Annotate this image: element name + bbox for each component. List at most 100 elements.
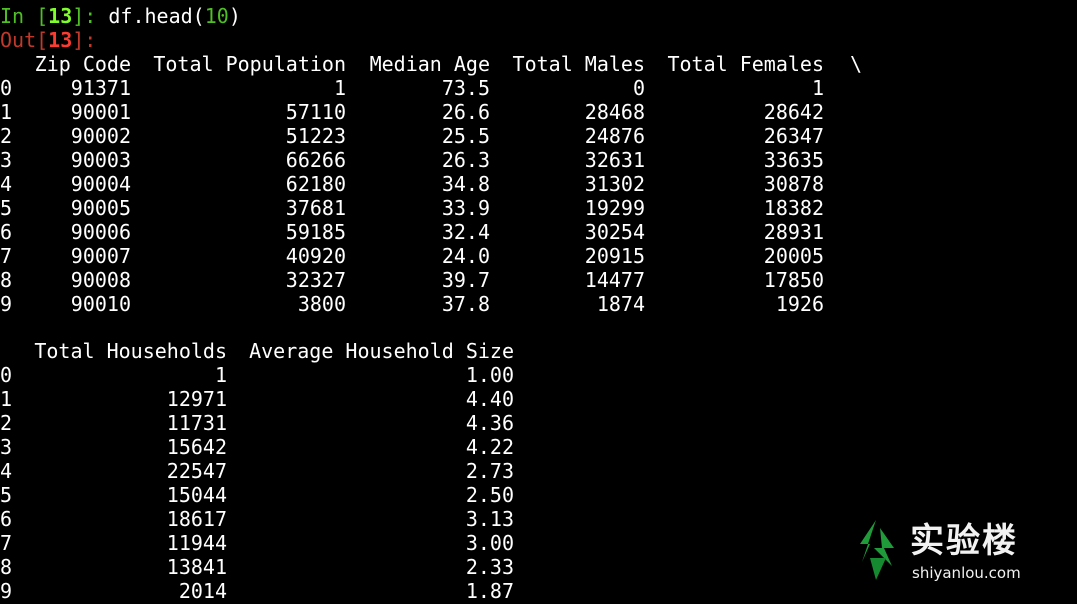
table-cell: 12971 <box>166 387 227 411</box>
table-cell: 57110 <box>285 100 346 124</box>
table-cell: 59185 <box>285 220 346 244</box>
code-arg: 10 <box>204 4 229 28</box>
table-cell: 1926 <box>775 292 824 316</box>
table-cell: 51223 <box>285 124 346 148</box>
row-index: 2 <box>0 411 13 435</box>
table-cell: 31302 <box>584 172 645 196</box>
table-row: 2 11731 4.36 <box>0 411 1077 435</box>
table-row: 9 2014 1.87 <box>0 579 1077 603</box>
table-cell: 66266 <box>285 148 346 172</box>
out-suffix: ]: <box>72 28 97 52</box>
table-cell: 4.36 <box>465 411 514 435</box>
table-row: 7 90007 40920 24.0 20915 20005 <box>0 244 1077 268</box>
table-row: 9 90010 3800 37.8 1874 1926 <box>0 292 1077 316</box>
table-row: 3 90003 66266 26.3 32631 33635 <box>0 148 1077 172</box>
table-row: 1 90001 57110 26.6 28468 28642 <box>0 100 1077 124</box>
table-cell: 15044 <box>166 483 227 507</box>
column-header: Total Population <box>153 52 346 76</box>
leaf-logo-icon <box>860 520 894 580</box>
table-row: 2 90002 51223 25.5 24876 26347 <box>0 124 1077 148</box>
row-index: 7 <box>0 531 13 555</box>
row-index: 0 <box>0 363 13 387</box>
table-row: 5 15044 2.50 <box>0 483 1077 507</box>
table-cell: 32.4 <box>441 220 490 244</box>
table-cell: 39.7 <box>441 268 490 292</box>
table-cell: 24876 <box>584 124 645 148</box>
table-cell: 26.3 <box>441 148 490 172</box>
table-row: 4 90004 62180 34.8 31302 30878 <box>0 172 1077 196</box>
table-cell: 30878 <box>763 172 824 196</box>
table-row: 7 11944 3.00 <box>0 531 1077 555</box>
table-cell: 2.73 <box>465 459 514 483</box>
table-cell: 3800 <box>297 292 346 316</box>
table-cell: 32327 <box>285 268 346 292</box>
table-cell: 26347 <box>763 124 824 148</box>
row-index: 5 <box>0 196 13 220</box>
table-cell: 1 <box>214 363 227 387</box>
table-cell: 90002 <box>70 124 131 148</box>
column-header: Total Females <box>667 52 824 76</box>
table-cell: 1.00 <box>465 363 514 387</box>
table-cell: 28931 <box>763 220 824 244</box>
in-suffix: ]: <box>72 4 109 28</box>
table-cell: 90010 <box>70 292 131 316</box>
table-cell: 37681 <box>285 196 346 220</box>
table-cell: 1 <box>811 76 824 100</box>
table-row: 8 90008 32327 39.7 14477 17850 <box>0 268 1077 292</box>
watermark-brand: 实验楼 <box>910 521 1018 561</box>
table-cell: 1.87 <box>465 579 514 603</box>
row-index: 4 <box>0 459 13 483</box>
column-header: Average Household Size <box>249 339 514 363</box>
table-row: 0 1 1.00 <box>0 363 1077 387</box>
row-index: 5 <box>0 483 13 507</box>
row-index: 3 <box>0 435 13 459</box>
table-cell: 25.5 <box>441 124 490 148</box>
row-index: 9 <box>0 579 13 603</box>
table-cell: 4.22 <box>465 435 514 459</box>
table-cell: 90008 <box>70 268 131 292</box>
table-row: 4 22547 2.73 <box>0 459 1077 483</box>
table-cell: 20915 <box>584 244 645 268</box>
table-cell: 0 <box>632 76 645 100</box>
column-header: Total Households <box>34 339 227 363</box>
table-cell: 33.9 <box>441 196 490 220</box>
row-index: 6 <box>0 220 13 244</box>
table-cell: 62180 <box>285 172 346 196</box>
watermark-domain: shiyanlou.com <box>912 564 1021 582</box>
table-cell: 11944 <box>166 531 227 555</box>
table-header-row: Total Households Average Household Size <box>0 339 1077 363</box>
table-row: 6 18617 3.13 <box>0 507 1077 531</box>
table-cell: 40920 <box>285 244 346 268</box>
table-row: 8 13841 2.33 <box>0 555 1077 579</box>
table-header-row: Zip Code Total Population Median Age Total … <box>0 52 1077 76</box>
row-index: 3 <box>0 148 13 172</box>
table-cell: 1874 <box>596 292 645 316</box>
table-cell: 37.8 <box>441 292 490 316</box>
code-suffix: ) <box>228 4 241 28</box>
row-index: 1 <box>0 100 13 124</box>
table-cell: 73.5 <box>441 76 490 100</box>
in-number: 13 <box>48 4 73 28</box>
table-cell: 20005 <box>763 244 824 268</box>
table-cell: 3.13 <box>465 507 514 531</box>
output-prompt-line: Out[13]: <box>0 28 96 52</box>
column-header: Total Males <box>512 52 645 76</box>
table-cell: 22547 <box>166 459 227 483</box>
out-label: Out[ <box>0 28 49 52</box>
column-header: Median Age <box>369 52 490 76</box>
in-label: In [ <box>0 4 49 28</box>
row-index: 7 <box>0 244 13 268</box>
code-prefix: df.head( <box>108 4 205 28</box>
table-cell: 13841 <box>166 555 227 579</box>
table-cell: 14477 <box>584 268 645 292</box>
table-cell: 11731 <box>166 411 227 435</box>
table-row: 0 91371 1 73.5 0 1 <box>0 76 1077 100</box>
out-number: 13 <box>48 28 73 52</box>
input-prompt-line: In [13]: df.head(10) <box>0 4 241 28</box>
table-cell: 90004 <box>70 172 131 196</box>
table-cell: 19299 <box>584 196 645 220</box>
table-cell: 28468 <box>584 100 645 124</box>
table-row: 6 90006 59185 32.4 30254 28931 <box>0 220 1077 244</box>
row-index: 6 <box>0 507 13 531</box>
